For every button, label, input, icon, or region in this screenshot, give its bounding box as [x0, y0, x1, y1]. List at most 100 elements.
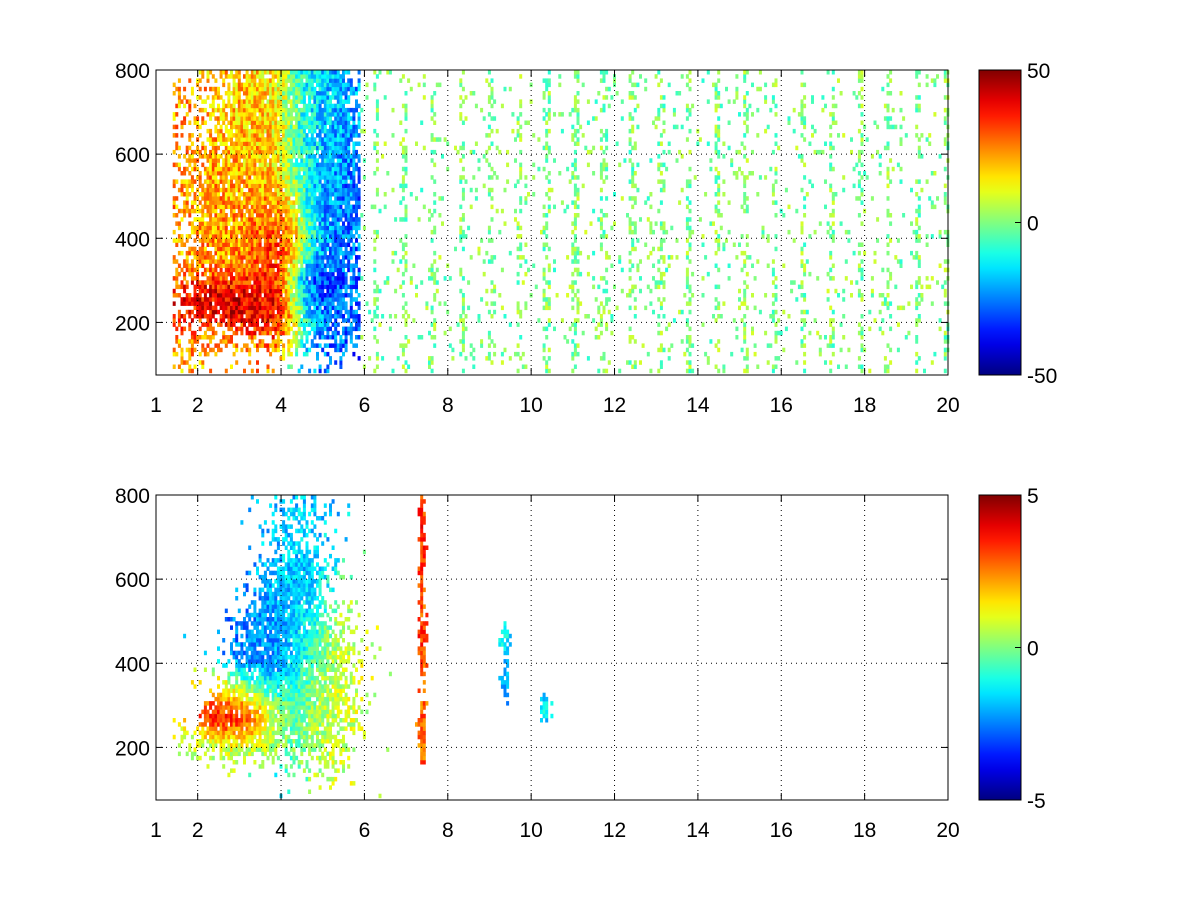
- heatmap-cell: [469, 351, 473, 357]
- heatmap-cell: [344, 246, 348, 252]
- heatmap-cell: [201, 213, 205, 218]
- heatmap-cell: [253, 74, 257, 79]
- heatmap-cell: [284, 229, 288, 235]
- heatmap-cell: [576, 297, 580, 302]
- heatmap-cell: [415, 293, 418, 298]
- heatmap-cell: [461, 368, 465, 374]
- heatmap-cell: [243, 263, 246, 268]
- heatmap-cell: [196, 208, 200, 214]
- heatmap-cell: [357, 221, 361, 226]
- heatmap-cell: [235, 149, 239, 155]
- heatmap-cell: [514, 208, 517, 214]
- heatmap-cell: [318, 368, 322, 374]
- heatmap-cell: [263, 107, 267, 113]
- heatmap-cell: [253, 322, 257, 327]
- heatmap-cell: [224, 229, 228, 235]
- heatmap-cell: [185, 187, 189, 193]
- heatmap-cell: [214, 171, 218, 176]
- heatmap-cell: [375, 112, 379, 117]
- heatmap-cell: [263, 171, 267, 176]
- heatmap-cell: [183, 208, 187, 214]
- heatmap-cell: [217, 271, 220, 277]
- heatmap-cell: [183, 297, 187, 302]
- heatmap-cell: [185, 179, 189, 184]
- heatmap-cell: [355, 284, 358, 290]
- heatmap-cell: [222, 107, 226, 113]
- heatmap-cell: [490, 175, 494, 180]
- heatmap-cell: [347, 133, 351, 138]
- heatmap-cell: [243, 116, 246, 121]
- heatmap-cell: [516, 221, 520, 226]
- heatmap-cell: [263, 192, 267, 197]
- heatmap-cell: [633, 314, 637, 319]
- heatmap-cell: [485, 301, 489, 306]
- heatmap-cell: [404, 217, 408, 222]
- heatmap-cell: [250, 293, 254, 298]
- heatmap-cell: [217, 103, 220, 109]
- heatmap-cell: [274, 293, 278, 298]
- heatmap-cell: [300, 137, 304, 142]
- heatmap-cell: [258, 326, 262, 332]
- heatmap-cell: [599, 322, 603, 327]
- heatmap-cell: [297, 91, 301, 96]
- heatmap-cell: [284, 326, 288, 332]
- heatmap-cell: [243, 124, 246, 130]
- heatmap-cell: [573, 347, 577, 353]
- heatmap-cell: [545, 78, 549, 83]
- heatmap-cell: [305, 229, 309, 235]
- heatmap-cell: [576, 70, 580, 75]
- heatmap-cell: [305, 225, 309, 231]
- heatmap-cell: [203, 120, 207, 125]
- heatmap-cell: [209, 154, 213, 159]
- heatmap-cell: [545, 234, 549, 239]
- heatmap-cell: [310, 107, 314, 113]
- heatmap-cell: [224, 322, 228, 327]
- heatmap-cell: [295, 183, 299, 189]
- heatmap-cell: [256, 200, 259, 205]
- heatmap-cell: [172, 183, 176, 189]
- heatmap-cell: [219, 271, 223, 277]
- heatmap-cell: [284, 107, 288, 113]
- heatmap-cell: [357, 225, 361, 231]
- heatmap-cell: [180, 297, 184, 302]
- heatmap-cell: [282, 95, 286, 100]
- heatmap-cell: [355, 192, 358, 197]
- heatmap-cell: [235, 145, 239, 151]
- heatmap-cell: [316, 116, 319, 121]
- heatmap-cell: [235, 128, 239, 134]
- heatmap-cell: [230, 225, 233, 231]
- heatmap-cell: [297, 288, 301, 294]
- heatmap-cell: [245, 82, 249, 88]
- heatmap-cell: [258, 301, 262, 306]
- heatmap-cell: [185, 297, 189, 302]
- heatmap-cell: [190, 250, 194, 256]
- heatmap-cell: [269, 99, 273, 104]
- heatmap-cell: [287, 204, 291, 210]
- heatmap-cell: [433, 322, 437, 327]
- heatmap-cell: [217, 154, 220, 159]
- heatmap-cell: [545, 326, 549, 332]
- heatmap-cell: [477, 318, 481, 323]
- heatmap-cell: [461, 175, 465, 180]
- heatmap-cell: [336, 343, 340, 348]
- heatmap-cell: [321, 263, 325, 268]
- heatmap-cell: [211, 297, 215, 302]
- heatmap-cell: [248, 221, 252, 226]
- heatmap-cell: [302, 162, 306, 168]
- heatmap-cell: [209, 368, 213, 374]
- heatmap-cell: [206, 229, 210, 235]
- heatmap-cell: [279, 309, 283, 315]
- heatmap-cell: [237, 107, 241, 113]
- heatmap-cell: [318, 343, 322, 348]
- heatmap-cell: [573, 162, 577, 168]
- heatmap-cell: [605, 368, 609, 374]
- heatmap-cell: [245, 267, 249, 273]
- heatmap-cell: [302, 145, 306, 151]
- heatmap-cell: [308, 322, 312, 327]
- heatmap-cell: [516, 116, 520, 121]
- heatmap-cell: [245, 314, 249, 319]
- heatmap-cell: [256, 141, 259, 146]
- heatmap-cell: [633, 284, 637, 290]
- heatmap-cell: [243, 280, 246, 285]
- heatmap-cell: [553, 267, 556, 273]
